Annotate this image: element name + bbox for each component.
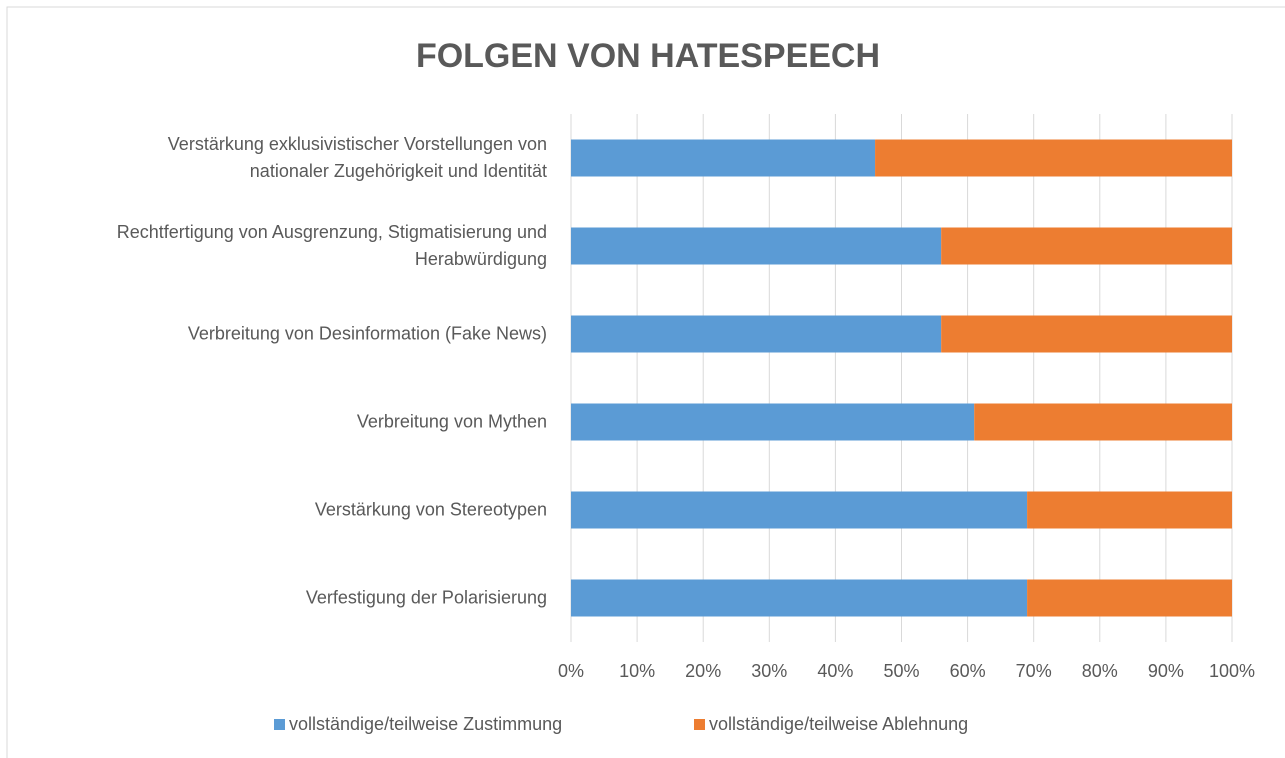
x-tick-label: 70% xyxy=(1016,661,1052,681)
x-tick-label: 50% xyxy=(883,661,919,681)
chart-border xyxy=(6,6,1285,758)
y-tick-label: Rechtfertigung von Ausgrenzung, Stigmati… xyxy=(116,222,547,269)
y-tick-label: Verfestigung der Polarisierung xyxy=(305,587,547,608)
y-tick-label: Verbreitung von Desinformation (Fake New… xyxy=(187,323,547,344)
y-tick-label: Verstärkung exklusivistischer Vorstellun… xyxy=(167,134,547,181)
y-tick-label: Verbreitung von Mythen xyxy=(356,411,547,432)
bar-segment xyxy=(571,579,1028,617)
chart-title: FOLGEN VON HATESPEECH xyxy=(416,37,880,75)
bar-segment xyxy=(571,315,942,353)
x-tick-label: 10% xyxy=(619,661,655,681)
x-tick-label: 30% xyxy=(751,661,787,681)
bar-segment xyxy=(571,139,876,177)
bar-segment xyxy=(1027,579,1232,617)
bar-segment xyxy=(1027,491,1232,529)
bar-segment xyxy=(875,139,1232,177)
y-tick-label: Verstärkung von Stereotypen xyxy=(314,499,547,520)
bar-segment xyxy=(941,315,1232,353)
bar-segment xyxy=(974,403,1232,441)
bar-segment xyxy=(571,227,942,265)
legend-label: vollständige/teilweise Ablehnung xyxy=(709,714,968,734)
x-tick-label: 20% xyxy=(685,661,721,681)
x-tick-label: 90% xyxy=(1148,661,1184,681)
bar-segment xyxy=(571,491,1028,529)
bar-segment xyxy=(571,403,975,441)
legend-label: vollständige/teilweise Zustimmung xyxy=(289,714,562,734)
legend-swatch xyxy=(274,719,285,730)
x-tick-label: 100% xyxy=(1209,661,1255,681)
bar-segment xyxy=(941,227,1232,265)
x-tick-label: 80% xyxy=(1082,661,1118,681)
legend-swatch xyxy=(694,719,705,730)
x-tick-label: 0% xyxy=(558,661,584,681)
x-tick-label: 60% xyxy=(950,661,986,681)
x-tick-label: 40% xyxy=(817,661,853,681)
